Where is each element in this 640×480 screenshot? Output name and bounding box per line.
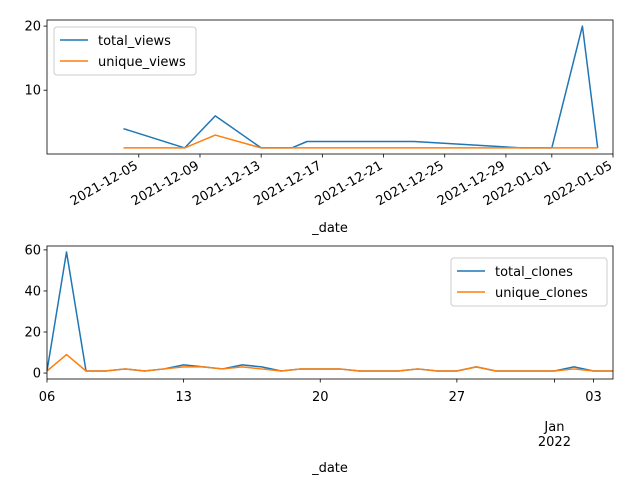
x-tick-label-line: Jan <box>543 420 564 435</box>
y-tick-label: 40 <box>24 284 41 299</box>
x-tick-label: Jan 2022 <box>538 420 571 450</box>
y-tick-label: 0 <box>33 367 41 382</box>
y-tick-label: 10 <box>24 84 41 99</box>
x-tick-label: 13 <box>175 390 192 405</box>
x-tick-label: 27 <box>449 390 466 405</box>
legend-box <box>450 257 608 307</box>
legend-label: unique_views <box>98 55 186 70</box>
legend-box <box>53 26 197 76</box>
x-tick-label: 20 <box>312 390 329 405</box>
x-tick-label-line: 2022 <box>538 435 571 450</box>
x-tick-label: 03 <box>585 390 602 405</box>
x-tick-label: 06 <box>39 390 56 405</box>
legend-label: unique_clones <box>495 286 588 301</box>
y-tick-label: 20 <box>24 325 41 340</box>
series-line-unique-views <box>123 134 598 149</box>
axes-frame <box>46 19 614 155</box>
legend-label: total_views <box>98 34 171 49</box>
x-axis-label: _date <box>311 461 348 476</box>
y-tick-label: 20 <box>24 20 41 35</box>
x-axis-label: _date <box>311 221 348 236</box>
y-tick-label: 60 <box>24 243 41 258</box>
axes-frame <box>46 245 614 380</box>
legend-label: total_clones <box>495 265 573 280</box>
series-line-total-views <box>123 25 599 149</box>
chart-2: 0 20 40 60 06 13 20 27 Jan 2022 03 _date total_clone… <box>24 243 614 476</box>
series-line-unique-clones <box>46 353 613 372</box>
